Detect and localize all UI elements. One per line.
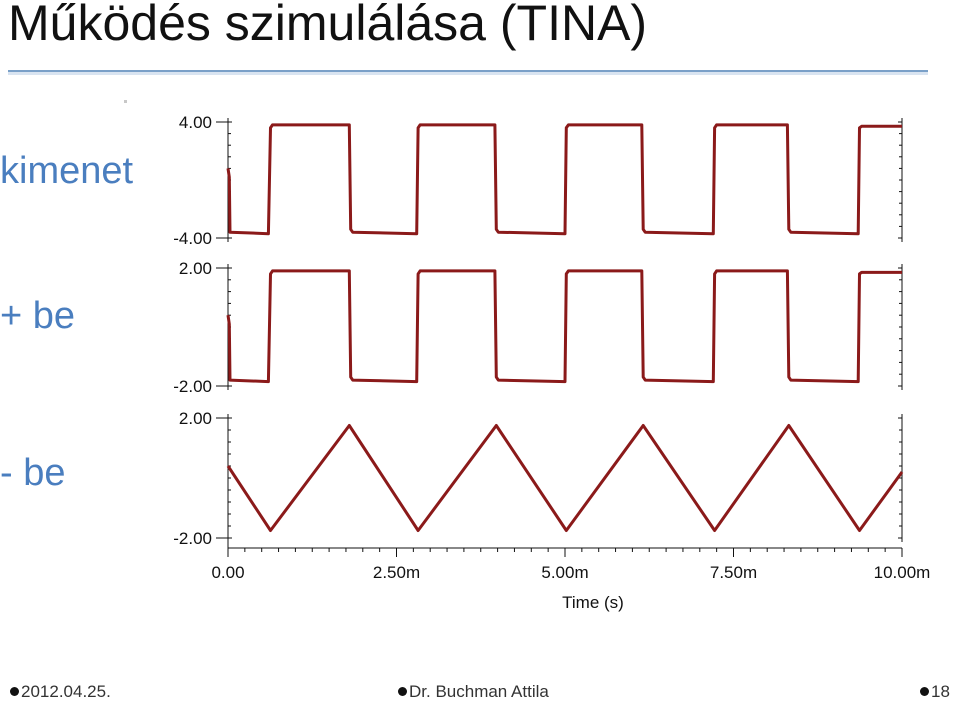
bullet-dot-icon (10, 687, 19, 696)
x-tick-label: 2.50m (373, 563, 420, 582)
waveform-chart: 4.00 -4.00 2.00 -2.00 2.00 -2.00 0.00 2.50m 5.00… (173, 113, 931, 612)
title-underline (8, 70, 928, 75)
y-tick-label: -2.00 (173, 529, 212, 548)
slide-footer: 2012.04.25. Dr. Buchman Attila 18 (0, 680, 960, 702)
y-tick-label: -2.00 (173, 377, 212, 396)
x-axis-label: Time (s) (562, 593, 624, 612)
footer-date-item: 2012.04.25. (10, 682, 111, 702)
panel-label-minus-be: - be (0, 452, 66, 494)
y-tick-label: 4.00 (179, 113, 212, 132)
x-tick-label: 10.00m (874, 563, 931, 582)
series-line (226, 269, 902, 384)
footer-page-item: 18 (920, 682, 950, 702)
x-tick-label: 0.00 (211, 563, 244, 582)
footer-author-item: Dr. Buchman Attila (398, 682, 549, 702)
panel-label-kimenet: kimenet (0, 150, 134, 192)
footer-author: Dr. Buchman Attila (409, 682, 549, 701)
x-tick-label: 7.50m (710, 563, 757, 582)
slide-title: Működés szimulálása (TINA) (8, 0, 648, 51)
series-line (226, 424, 904, 532)
y-tick-label: 2.00 (179, 259, 212, 278)
x-tick-label: 5.00m (541, 563, 588, 582)
bullet-dot-icon (920, 687, 929, 696)
y-tick-label: -4.00 (173, 229, 212, 248)
stray-mark (124, 100, 127, 103)
bullet-dot-icon (398, 687, 407, 696)
footer-page-number: 18 (931, 682, 950, 701)
y-tick-label: 2.00 (179, 409, 212, 428)
panel-label-plus-be: + be (0, 295, 76, 337)
series-line (226, 123, 902, 236)
footer-date: 2012.04.25. (21, 682, 111, 701)
